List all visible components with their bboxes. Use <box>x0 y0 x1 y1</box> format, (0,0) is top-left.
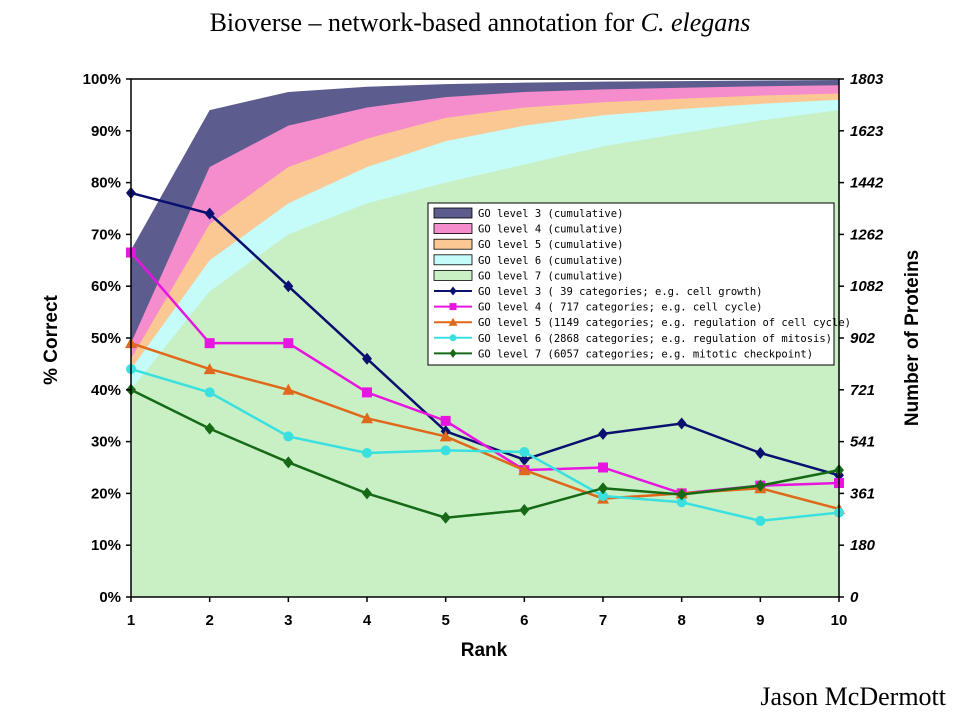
y-tick-label: 100% <box>83 71 121 88</box>
point-go-level-3 <box>362 352 372 365</box>
y-tick-label: 70% <box>91 226 121 243</box>
legend-swatch-area <box>433 223 473 235</box>
point-go-level-7 <box>519 503 530 516</box>
point-go-level-5 <box>282 383 295 395</box>
point-go-level-3 <box>676 417 687 430</box>
point-go-level-6 <box>283 431 294 442</box>
legend-swatch-area <box>433 254 473 266</box>
point-go-level-7 <box>283 456 294 469</box>
y2-tick-label: 361 <box>850 485 875 502</box>
point-go-level-6 <box>755 515 766 526</box>
point-go-level-5 <box>203 363 216 375</box>
point-go-level-5 <box>361 412 373 424</box>
legend-label: GO level 4 ( 717 categories; e.g. cell c… <box>478 302 762 314</box>
x-tick-label: 9 <box>756 612 764 629</box>
legend-swatch-area <box>433 207 473 219</box>
x-tick-label: 4 <box>363 612 372 629</box>
y2-tick-label: 1262 <box>850 226 884 243</box>
legend: GO level 3 (cumulative) GO level 4 (cumul… <box>427 202 851 366</box>
legend-label: GO level 7 (cumulative) <box>478 270 623 282</box>
slide-title: Bioverse – network-based annotation for … <box>0 8 960 38</box>
point-go-level-4 <box>283 338 294 349</box>
slide-title-species: C. elegans <box>640 8 751 37</box>
point-go-level-6 <box>204 387 215 398</box>
point-go-level-6 <box>362 447 372 458</box>
y-tick-label: 0% <box>99 589 121 606</box>
legend-swatch-marker <box>449 348 457 358</box>
y-tick-label: 40% <box>91 382 121 399</box>
line-go-level-6 <box>130 367 840 523</box>
y2-tick-label: 1442 <box>850 175 884 192</box>
legend-label: GO level 3 (cumulative) <box>478 208 623 220</box>
point-go-level-3 <box>755 446 766 459</box>
line-layer <box>125 186 845 526</box>
x-tick-label: 8 <box>677 612 685 629</box>
point-go-level-7 <box>440 511 451 524</box>
x-tick-label: 2 <box>205 612 213 629</box>
point-go-level-5 <box>439 430 452 442</box>
legend-swatch-area <box>433 269 473 281</box>
author-name: Jason McDermott <box>760 682 946 711</box>
legend-swatch-marker <box>449 286 457 296</box>
point-go-level-6 <box>676 497 687 508</box>
point-go-level-3 <box>204 207 215 220</box>
point-go-level-3 <box>519 453 530 466</box>
axes-layer: 0%10%20%30%40%50%60%70%80%90%100%0180361… <box>83 71 884 629</box>
y-axis-title: % Correct <box>41 294 62 384</box>
legend-label: GO level 6 (2868 categories; e.g. regula… <box>478 333 832 345</box>
y2-tick-label: 1623 <box>850 123 884 140</box>
y2-tick-label: 0 <box>850 589 859 606</box>
legend-label: GO level 5 (cumulative) <box>478 239 623 251</box>
x-tick-label: 1 <box>127 612 135 629</box>
legend-label: GO level 7 (6057 categories; e.g. mitoti… <box>478 348 813 360</box>
point-go-level-7 <box>676 488 687 501</box>
y-tick-label: 60% <box>91 278 121 295</box>
x-tick-label: 5 <box>441 612 449 629</box>
point-go-level-7 <box>755 479 766 492</box>
point-go-level-4 <box>598 462 608 473</box>
y2-tick-label: 1082 <box>850 278 884 295</box>
x-tick-label: 6 <box>520 612 528 629</box>
y2-tick-label: 541 <box>850 434 875 451</box>
legend-swatch-marker <box>448 317 458 326</box>
point-go-level-5 <box>518 464 531 476</box>
slide-title-main: Bioverse – network-based annotation for <box>209 8 641 37</box>
point-go-level-7 <box>598 482 608 495</box>
y-tick-label: 10% <box>91 537 121 554</box>
legend-box <box>427 202 835 366</box>
y2-tick-label: 902 <box>850 330 876 347</box>
point-go-level-3 <box>283 280 294 293</box>
y-tick-label: 50% <box>91 330 121 347</box>
point-go-level-4 <box>440 415 451 426</box>
point-go-level-6 <box>519 446 530 457</box>
y2-axis-title: Number of Proteins <box>902 250 923 426</box>
y2-tick-label: 721 <box>850 382 875 399</box>
point-go-level-7 <box>204 422 215 435</box>
point-go-level-3 <box>598 427 608 440</box>
x-tick-label: 7 <box>599 612 607 629</box>
point-go-level-6 <box>440 445 451 456</box>
point-go-level-7 <box>362 487 372 500</box>
legend-swatch-marker <box>449 303 457 311</box>
legend-swatch-area <box>433 238 473 250</box>
y-tick-label: 80% <box>91 175 121 192</box>
legend-label: GO level 6 (cumulative) <box>478 255 623 267</box>
legend-label: GO level 4 (cumulative) <box>478 224 623 236</box>
y-tick-label: 20% <box>91 485 121 502</box>
point-go-level-4 <box>204 338 215 349</box>
x-tick-label: 10 <box>831 612 848 629</box>
x-tick-label: 3 <box>284 612 292 629</box>
y2-tick-label: 1803 <box>850 71 884 88</box>
legend-label: GO level 5 (1149 categories; e.g. regula… <box>478 317 851 329</box>
legend-swatch-marker <box>449 334 457 342</box>
point-go-level-6 <box>598 490 608 501</box>
x-axis-title: Rank <box>461 640 508 661</box>
line-go-level-7 <box>130 388 840 520</box>
legend-label: GO level 3 ( 39 categories; e.g. cell gr… <box>478 286 762 298</box>
y-tick-label: 30% <box>91 434 121 451</box>
y2-tick-label: 180 <box>850 537 876 554</box>
y-tick-label: 90% <box>91 123 121 140</box>
point-go-level-4 <box>362 387 372 398</box>
